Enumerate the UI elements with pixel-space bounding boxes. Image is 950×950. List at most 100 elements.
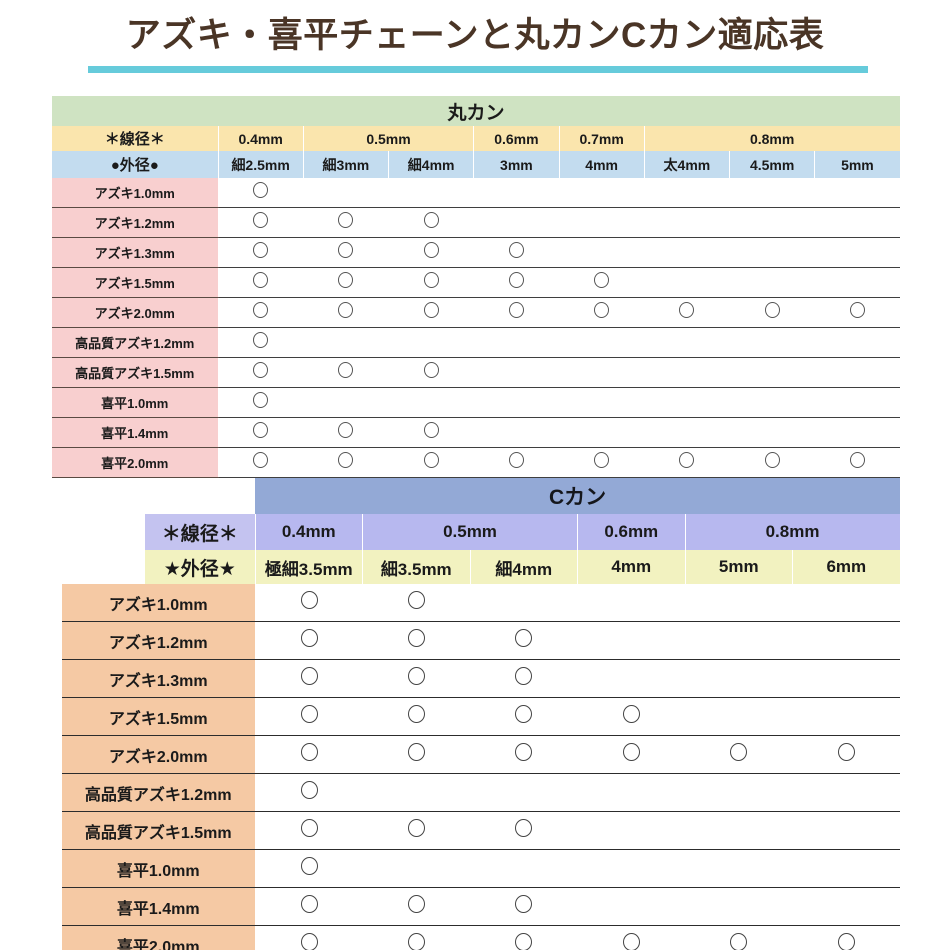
table-row: アズキ1.3mm xyxy=(52,237,901,268)
compatibility-cell xyxy=(218,297,304,328)
compatible-circle-icon xyxy=(300,705,318,723)
table-row: アズキ1.5mm xyxy=(62,697,901,736)
compatible-circle-icon xyxy=(253,182,269,198)
compatibility-cell xyxy=(303,267,389,298)
compatibility-cell xyxy=(388,417,474,448)
compatible-circle-icon xyxy=(837,933,855,950)
compatibility-cell xyxy=(218,207,304,238)
compatibility-cell xyxy=(218,447,304,478)
compatibility-cell xyxy=(792,773,901,812)
compatible-circle-icon xyxy=(253,272,269,288)
chain-type-label: 高品質アズキ1.5mm xyxy=(62,811,256,850)
outer-diameter-6: 4.5mm xyxy=(729,151,816,178)
ckan-wire-gauge-2: 0.6mm xyxy=(577,514,686,550)
table-row: 高品質アズキ1.2mm xyxy=(52,327,901,358)
table-row: アズキ1.3mm xyxy=(62,659,901,698)
compatibility-cell xyxy=(729,357,815,388)
compatibility-cell xyxy=(729,327,815,358)
compatibility-cell xyxy=(303,357,389,388)
compatibility-cell xyxy=(559,327,645,358)
compatibility-cell xyxy=(388,447,474,478)
compatibility-cell xyxy=(303,297,389,328)
ckan-wire-gauge-1: 0.5mm xyxy=(362,514,578,550)
chain-type-label: アズキ1.0mm xyxy=(52,178,219,208)
compatibility-cell xyxy=(255,735,363,774)
compatibility-cell xyxy=(362,849,470,888)
compatibility-cell xyxy=(685,849,793,888)
compatibility-cell xyxy=(577,584,685,622)
compatibility-cell xyxy=(255,584,363,622)
outer-diameter-2: 細4mm xyxy=(388,151,475,178)
compatibility-cell xyxy=(814,297,901,328)
compatibility-cell xyxy=(303,447,389,478)
compatibility-cell xyxy=(473,357,559,388)
page-title-text: アズキ・喜平チェーンと丸カンCカン適応表 xyxy=(125,16,825,55)
table-row: アズキ2.0mm xyxy=(52,297,901,328)
compatibility-cell xyxy=(559,207,645,238)
compatibility-cell xyxy=(362,659,470,698)
ckan-heading-left-gap xyxy=(62,478,255,514)
compatibility-cell xyxy=(255,811,363,850)
compatible-circle-icon xyxy=(407,819,425,837)
ckan-outer-diameter-1: 細3.5mm xyxy=(362,550,471,584)
ckan-compatibility-table: Cカン ＊線径＊ 0.4mm 0.5mm 0.6mm 0.8mm ★外径★ 極細3.5mm 細3… xyxy=(62,478,901,950)
compatibility-cell xyxy=(814,387,901,418)
compatibility-cell xyxy=(685,887,793,926)
wire-gauge-2: 0.6mm xyxy=(473,126,560,151)
compatibility-cell xyxy=(792,584,901,622)
compatibility-cell xyxy=(470,659,578,698)
compatible-circle-icon xyxy=(338,452,354,468)
compatibility-cell xyxy=(362,735,470,774)
compatibility-cell xyxy=(577,849,685,888)
compatibility-cell xyxy=(577,811,685,850)
compatibility-cell xyxy=(577,925,685,950)
compatible-circle-icon xyxy=(253,422,269,438)
compatibility-cell xyxy=(303,417,389,448)
compatibility-cell xyxy=(473,297,559,328)
compatibility-cell xyxy=(362,584,470,622)
compatibility-cell xyxy=(362,773,470,812)
ckan-outer-diameter-row-label: ★外径★ xyxy=(62,550,256,584)
compatibility-cell xyxy=(792,659,901,698)
compatibility-cell xyxy=(470,887,578,926)
compatible-circle-icon xyxy=(423,272,439,288)
compatible-circle-icon xyxy=(423,422,439,438)
compatible-circle-icon xyxy=(300,667,318,685)
compatible-circle-icon xyxy=(407,895,425,913)
compatibility-cell xyxy=(473,237,559,268)
compatibility-cell xyxy=(218,178,304,208)
compatibility-cell xyxy=(729,297,815,328)
compatible-circle-icon xyxy=(679,302,695,318)
compatibility-cell xyxy=(388,387,474,418)
outer-diameter-1: 細3mm xyxy=(303,151,390,178)
compatibility-cell xyxy=(577,621,685,660)
outer-diameter-5: 太4mm xyxy=(644,151,731,178)
wire-gauge-3: 0.7mm xyxy=(559,126,645,151)
compatibility-cell xyxy=(792,925,901,950)
compatible-circle-icon xyxy=(338,422,354,438)
table-row: アズキ1.2mm xyxy=(52,207,901,238)
compatibility-cell xyxy=(255,887,363,926)
compatibility-cell xyxy=(685,773,793,812)
compatibility-cell xyxy=(644,178,730,208)
compatible-circle-icon xyxy=(423,242,439,258)
compatibility-cell xyxy=(729,447,815,478)
table-row: 高品質アズキ1.5mm xyxy=(62,811,901,850)
compatible-circle-icon xyxy=(594,272,610,288)
compatible-circle-icon xyxy=(300,857,318,875)
compatibility-cell xyxy=(729,207,815,238)
table-row: 喜平1.0mm xyxy=(52,387,901,418)
compatibility-cell xyxy=(388,267,474,298)
chain-type-label: アズキ1.2mm xyxy=(62,621,256,660)
compatible-circle-icon xyxy=(338,362,354,378)
compatibility-cell xyxy=(218,387,304,418)
compatible-circle-icon xyxy=(253,452,269,468)
compatibility-cell xyxy=(362,811,470,850)
compatibility-cell xyxy=(362,621,470,660)
compatibility-cell xyxy=(303,387,389,418)
compatible-circle-icon xyxy=(253,392,269,408)
compatible-circle-icon xyxy=(407,667,425,685)
marukan-compatibility-table: 丸カン ＊線径＊ 0.4mm 0.5mm 0.6mm 0.7mm 0.8mm ●外径● 細2.5… xyxy=(52,96,901,478)
compatibility-cell xyxy=(814,207,901,238)
